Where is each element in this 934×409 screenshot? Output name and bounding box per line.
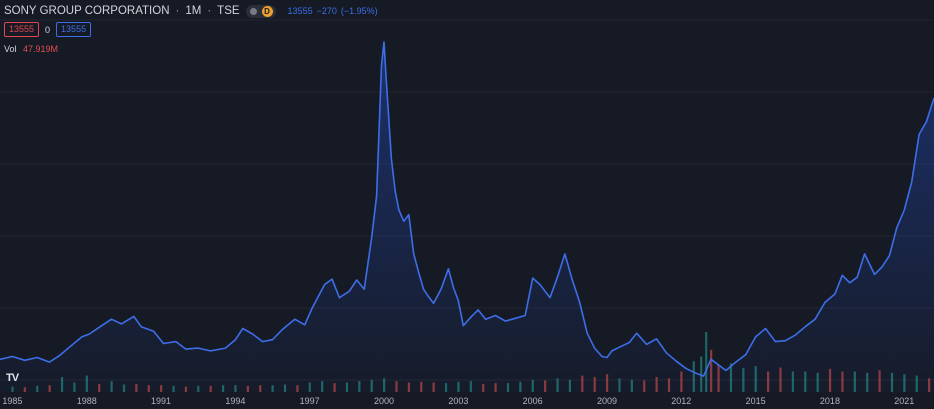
tradingview-logo-icon[interactable]: TV bbox=[6, 372, 19, 384]
volume-value: 47.919M bbox=[23, 44, 59, 54]
separator: · bbox=[207, 5, 212, 17]
last-price: 13555 bbox=[287, 6, 313, 16]
volume-bar bbox=[705, 332, 708, 392]
price-area bbox=[0, 42, 934, 392]
status-pill[interactable]: D bbox=[245, 4, 276, 18]
x-tick-label: 2012 bbox=[671, 396, 691, 406]
chart-header: SONY GROUP CORPORATION · 1M · TSE D 1355… bbox=[4, 4, 378, 18]
volume-bar bbox=[700, 356, 703, 392]
x-tick-label: 1994 bbox=[225, 396, 245, 406]
price-change: −270 bbox=[316, 6, 337, 16]
spread-value: 0 bbox=[45, 24, 51, 35]
price-line bbox=[0, 41, 934, 377]
exchange-label: TSE bbox=[217, 5, 240, 17]
quote-readout: 13555 −270 (−1.95%) bbox=[288, 6, 378, 16]
x-tick-label: 1988 bbox=[77, 396, 97, 406]
x-tick-label: 2018 bbox=[820, 396, 840, 406]
x-tick-label: 2003 bbox=[448, 396, 468, 406]
order-buttons: 13555 0 13555 bbox=[4, 22, 92, 37]
separator: · bbox=[175, 5, 180, 17]
x-tick-label: 2009 bbox=[597, 396, 617, 406]
x-tick-label: 2006 bbox=[523, 396, 543, 406]
volume-label: Vol bbox=[4, 44, 17, 54]
status-dot-icon bbox=[249, 7, 257, 15]
x-tick-label: 1985 bbox=[2, 396, 22, 406]
x-tick-label: 1997 bbox=[300, 396, 320, 406]
x-axis-ticks: 1985 1988 1991 1994 1997 2000 2003 2006 2009 2012… bbox=[2, 396, 914, 406]
buy-button[interactable]: 13555 bbox=[56, 22, 92, 37]
x-tick-label: 2015 bbox=[746, 396, 766, 406]
symbol-title[interactable]: SONY GROUP CORPORATION bbox=[4, 5, 170, 17]
volume-legend: Vol 47.919M bbox=[4, 44, 58, 54]
delayed-badge: D bbox=[261, 5, 273, 17]
x-tick-label: 2021 bbox=[894, 396, 914, 406]
price-change-percent: (−1.95%) bbox=[340, 6, 378, 16]
x-tick-label: 2000 bbox=[374, 396, 394, 406]
interval-label[interactable]: 1M bbox=[185, 5, 202, 17]
x-tick-label: 1991 bbox=[151, 396, 171, 406]
sell-button[interactable]: 13555 bbox=[4, 22, 40, 37]
